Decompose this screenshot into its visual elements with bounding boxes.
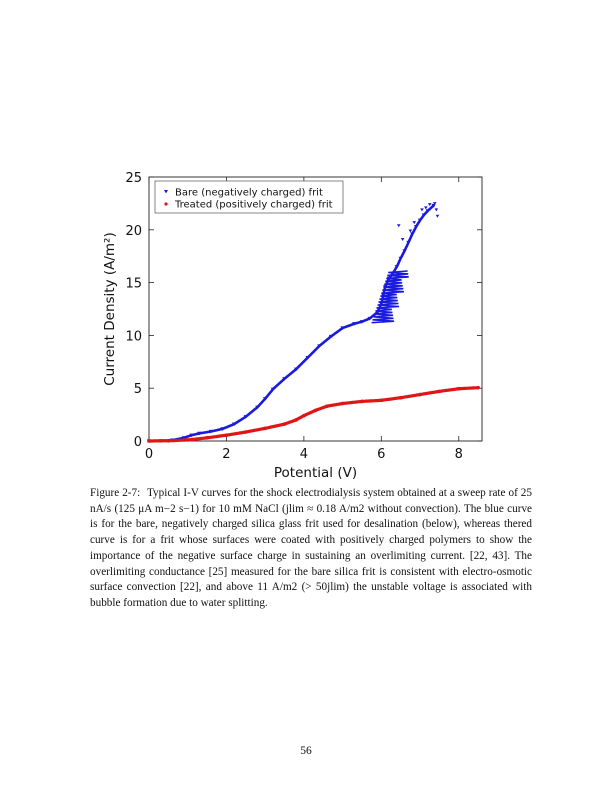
data-point-bare [282, 377, 287, 381]
data-point-treated [205, 436, 209, 440]
data-point-bare [340, 326, 345, 331]
data-point-treated [456, 386, 461, 391]
data-point-bare [328, 334, 334, 339]
legend-box [154, 180, 344, 214]
data-point-bare [417, 218, 423, 223]
data-point-bare [255, 405, 260, 410]
y-tick-label: 25 [125, 171, 142, 186]
x-tick-label: 4 [300, 447, 308, 462]
data-point-treated [302, 413, 306, 418]
data-point-bare-scatter [434, 208, 439, 212]
figure-caption: Figure 2-7: Typical I-V curves for the s… [90, 486, 532, 612]
data-point-bare [197, 431, 202, 436]
page-number: 56 [300, 745, 312, 757]
data-point-bare-scatter [396, 224, 401, 228]
data-point-bare [262, 397, 268, 401]
data-point-bare [398, 256, 403, 261]
legend-marker-bare [164, 190, 168, 194]
data-point-treated [294, 418, 298, 422]
data-point-bare-scatter [432, 202, 437, 206]
y-tick-label: 10 [125, 329, 142, 344]
y-tick-label: 5 [134, 382, 142, 397]
series-oscillation-bare [371, 270, 409, 324]
figure-label: Figure 2-7: [90, 487, 141, 499]
data-point-treated [418, 392, 422, 397]
y-axis-label: Current Density (A/m²) [102, 232, 118, 386]
legend-label: Treated (positively charged) frit [174, 200, 333, 211]
data-point-bare-scatter [408, 229, 413, 233]
series-line-bare [147, 204, 435, 443]
data-point-bare [181, 436, 187, 440]
figure-caption-text: Typical I-V curves for the shock electro… [90, 487, 532, 609]
data-point-bare [293, 367, 299, 372]
data-point-treated [360, 399, 364, 404]
data-point-bare [406, 240, 411, 245]
y-tick-label: 0 [134, 435, 142, 450]
data-point-treated [282, 422, 287, 426]
data-point-bare [367, 316, 372, 321]
data-point-bare [317, 344, 322, 348]
data-point-treated [244, 430, 248, 434]
x-tick-label: 8 [455, 447, 463, 462]
data-point-bare [394, 265, 400, 269]
data-point-treated [313, 408, 318, 413]
data-point-treated [379, 398, 384, 403]
data-point-bare-scatter [412, 221, 417, 225]
data-point-treated [147, 439, 151, 443]
data-point-bare [208, 429, 214, 434]
x-tick-label: 6 [377, 447, 385, 462]
data-point-bare [410, 232, 415, 237]
iv-curve-figure: 0 2 4 6 8 0 5 10 15 20 25 Potential (V) Current Dens… [102, 171, 483, 481]
data-point-bare [305, 355, 310, 360]
data-point-bare [413, 225, 419, 229]
data-point-bare-scatter [424, 206, 428, 210]
plot-frame [148, 176, 483, 442]
data-point-bare-scatter [435, 214, 440, 218]
x-tick-label: 0 [145, 447, 153, 462]
data-point-bare [220, 427, 225, 431]
data-point-treated [325, 404, 329, 408]
data-point-treated [224, 433, 229, 437]
data-point-bare [352, 322, 357, 326]
y-tick-label: 15 [125, 277, 142, 292]
data-point-bare [421, 213, 427, 218]
data-point-treated [476, 385, 480, 390]
data-point-treated [437, 389, 442, 394]
x-tick-label: 2 [222, 447, 230, 462]
legend-marker-treated [164, 202, 168, 206]
data-point-bare-scatter [400, 238, 405, 242]
data-point-treated [166, 438, 171, 443]
data-point-bare [270, 387, 276, 392]
data-point-treated [263, 426, 267, 431]
data-point-bare-scatter [420, 208, 424, 212]
series-line-treated [147, 386, 480, 443]
data-point-bare [243, 415, 249, 419]
legend-label: Bare (negatively charged) frit [175, 188, 323, 199]
data-point-bare [402, 249, 407, 253]
x-axis-label: Potential (V) [274, 465, 357, 481]
y-tick-label: 20 [125, 224, 142, 239]
data-point-bare-scatter [427, 203, 432, 207]
data-point-bare [425, 209, 430, 213]
data-point-bare [231, 422, 237, 427]
data-point-treated [340, 401, 345, 406]
data-point-bare [359, 320, 365, 324]
data-point-treated [398, 395, 403, 400]
data-point-treated [185, 438, 190, 442]
data-point-bare [189, 433, 194, 438]
